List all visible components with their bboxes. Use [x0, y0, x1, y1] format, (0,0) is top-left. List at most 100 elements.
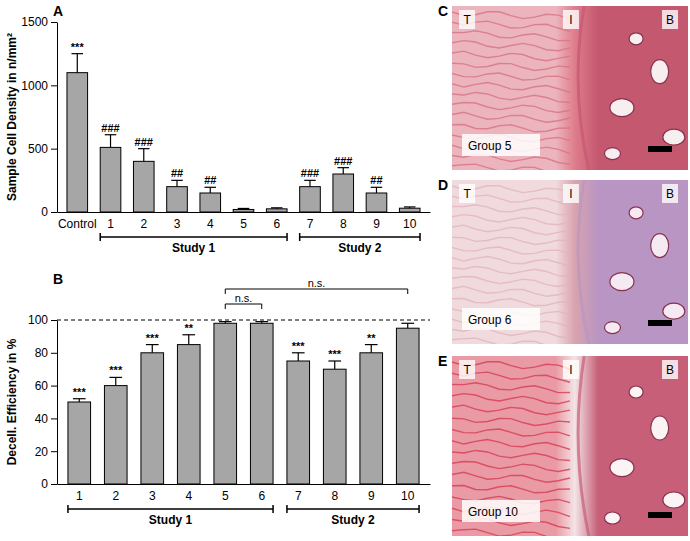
x-tick: 2 [112, 484, 119, 503]
caption: Group 6 [468, 313, 512, 327]
tissue-fiber [452, 394, 570, 404]
x-tick-label: 4 [185, 489, 192, 503]
error-cap [304, 180, 316, 181]
x-tick-label: 6 [273, 217, 280, 231]
error-cap [404, 206, 416, 207]
tissue-fiber [452, 215, 570, 225]
significance-label: *** [292, 340, 306, 352]
x-tick-label: 1 [76, 489, 83, 503]
bar [177, 345, 200, 484]
error-bar [143, 149, 144, 162]
reference-line [57, 320, 430, 321]
x-tick-label: Control [58, 217, 97, 231]
region-label-box [662, 360, 678, 379]
tissue-fiber [452, 286, 570, 296]
error-cap [219, 321, 232, 322]
bone-lacuna [604, 512, 620, 524]
bar [266, 209, 287, 212]
x-tick-label: 5 [240, 217, 247, 231]
x-tick-label: 10 [401, 489, 415, 503]
region-label-box [459, 10, 475, 29]
region-label: B [666, 187, 674, 201]
panel-letter: C [438, 3, 448, 19]
error-bar [334, 361, 335, 369]
tissue-fiber [452, 51, 570, 61]
bone-lacuna [663, 129, 685, 145]
bar [214, 323, 237, 484]
y-tick: 20 [35, 445, 57, 459]
y-tick: 0 [41, 477, 57, 491]
x-tick: 6 [258, 484, 265, 503]
bar [133, 161, 154, 212]
x-axis: Control12345678910 [58, 212, 431, 231]
bone-lacuna [629, 207, 643, 219]
group-label: Study 1 [149, 513, 193, 527]
significance-label: *** [109, 364, 123, 376]
bar [323, 369, 346, 484]
bone-lacuna [663, 303, 685, 319]
plot-area [67, 54, 420, 212]
bone-lacuna [610, 273, 634, 291]
plot-area [68, 322, 419, 484]
y-tick-mark [51, 149, 57, 150]
tissue-fiber [452, 112, 570, 122]
error-bar [298, 353, 299, 361]
tissue-fiber [452, 266, 570, 276]
histology-image [452, 356, 688, 536]
tissue-fiber [452, 73, 570, 80]
histology-image [452, 180, 688, 344]
bar [233, 209, 254, 212]
y-axis-line [57, 23, 58, 213]
error-cap [328, 360, 341, 361]
x-tick: 1 [107, 212, 114, 231]
y-tick-label: 100 [28, 313, 48, 327]
significance-label: ### [301, 167, 319, 179]
x-tick: 3 [174, 212, 181, 231]
y-tick: 80 [35, 346, 57, 360]
error-cap [105, 134, 117, 135]
bone-lacuna [651, 416, 669, 440]
significance-label: *** [146, 332, 160, 344]
tissue-fiber [452, 63, 570, 70]
bar [104, 386, 127, 484]
bone-lacuna [651, 60, 669, 84]
error-cap [171, 180, 183, 181]
x-tick-label: 3 [174, 217, 181, 231]
y-axis-title: Decell. Efficiency in % [5, 338, 19, 465]
tissue-fiber [452, 338, 570, 344]
significance-label: ** [367, 332, 376, 344]
x-tick-label: 6 [258, 489, 265, 503]
tissue-fiber [452, 247, 570, 254]
group-label: Study 2 [331, 513, 375, 527]
bone-lacuna [629, 33, 643, 45]
tissue-fiber [452, 405, 570, 415]
caption-box [462, 308, 540, 330]
bar [200, 193, 221, 212]
error-cap [238, 208, 250, 209]
x-tick: 4 [185, 484, 192, 503]
x-tick: 9 [368, 484, 375, 503]
y-tick-mark [51, 22, 57, 23]
tissue-background [452, 6, 688, 170]
x-tick: 4 [207, 212, 214, 231]
bar [396, 328, 419, 484]
x-tick-label: 2 [112, 489, 119, 503]
x-tick-label: 8 [340, 217, 347, 231]
bar [366, 193, 387, 212]
bar [67, 73, 88, 212]
x-tick: 10 [403, 212, 417, 231]
x-axis-line [58, 484, 431, 485]
region-label: I [569, 187, 572, 201]
error-bar [77, 54, 78, 73]
bone-lacuna [651, 234, 669, 258]
histology-image [452, 6, 688, 170]
y-tick-mark [51, 212, 57, 213]
tissue-interface [578, 180, 589, 344]
bone-lacuna [610, 459, 634, 477]
x-tick: 8 [331, 484, 338, 503]
region-label: T [463, 363, 471, 377]
bar [167, 187, 188, 212]
x-tick: 1 [76, 484, 83, 503]
x-tick: 7 [307, 212, 314, 231]
y-tick-label: 1000 [21, 79, 48, 93]
